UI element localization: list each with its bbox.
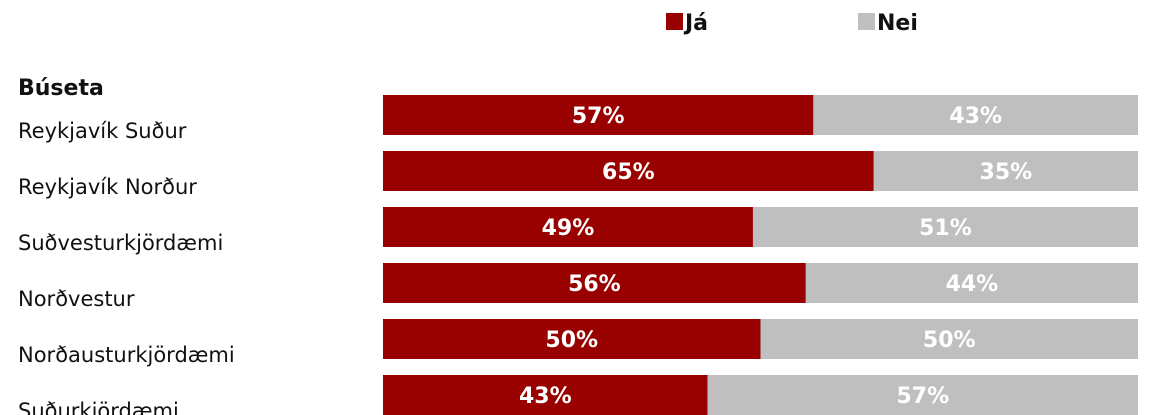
bar-nei — [760, 319, 1138, 359]
value-label: 49% — [542, 216, 595, 241]
category-label: Norðausturkjördæmi — [18, 343, 235, 367]
category-label: Suðurkjördæmi — [18, 399, 179, 415]
bar-ja — [383, 207, 753, 247]
bar-ja — [383, 95, 814, 135]
legend-label-1: Nei — [877, 11, 918, 36]
bar-ja — [383, 263, 806, 303]
bar-ja — [383, 319, 761, 359]
value-label: 57% — [896, 384, 949, 409]
bar-nei — [707, 375, 1138, 415]
bar-nei — [813, 95, 1138, 135]
legend-label-0: Já — [683, 11, 708, 36]
value-label: 44% — [946, 272, 999, 297]
bar-nei — [752, 207, 1138, 247]
category-label: Suðvesturkjördæmi — [18, 231, 223, 255]
bar-nei — [805, 263, 1138, 303]
category-labels: Reykjavík Suður Reykjavík Norður Suðvestur… — [18, 119, 235, 415]
value-label: 35% — [980, 160, 1033, 185]
legend-swatch-1 — [858, 13, 875, 30]
value-label: 51% — [919, 216, 972, 241]
bar-ja — [383, 151, 874, 191]
category-label: Norðvestur — [18, 287, 135, 311]
bar-nei — [873, 151, 1138, 191]
bar-ja — [383, 375, 708, 415]
value-label: 43% — [949, 104, 1002, 129]
value-label: 56% — [568, 272, 621, 297]
value-label: 50% — [923, 328, 976, 353]
category-label: Reykjavík Suður — [18, 119, 187, 143]
legend-swatch-0 — [666, 13, 683, 30]
value-labels: 57% 43% 65% 35% 49% 51% 56% 44% 50% 50% 43% 57% — [519, 104, 1032, 409]
value-label: 57% — [572, 104, 625, 129]
value-label: 43% — [519, 384, 572, 409]
group-title: Búseta — [18, 76, 104, 101]
bars — [383, 95, 1138, 415]
value-label: 65% — [602, 160, 655, 185]
category-label: Reykjavík Norður — [18, 175, 197, 199]
chart-legend: Já Nei — [666, 11, 918, 36]
value-label: 50% — [545, 328, 598, 353]
